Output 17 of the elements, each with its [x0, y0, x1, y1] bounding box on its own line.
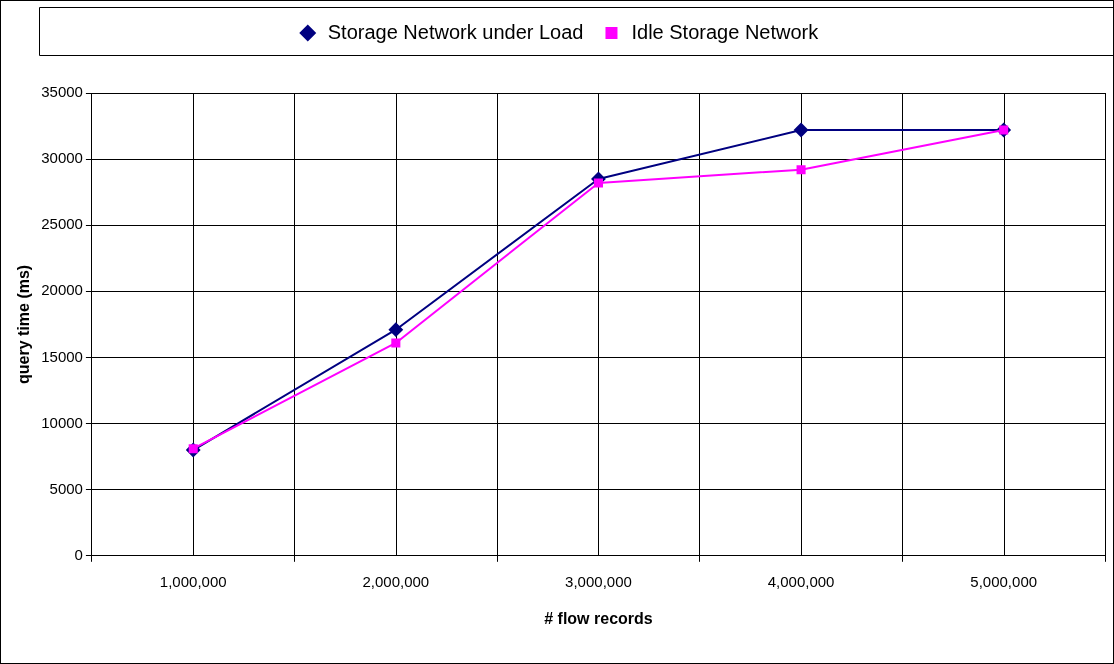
x-tick-label: 2,000,000	[362, 572, 430, 590]
y-tick-label: 35000	[41, 83, 83, 101]
y-tick-label: 30000	[41, 149, 83, 167]
x-axis-title: # flow records	[544, 609, 653, 627]
y-tick-label: 10000	[41, 413, 83, 431]
legend-label: Idle Storage Network	[631, 20, 820, 43]
y-axis-title: query time (ms)	[15, 264, 33, 384]
y-tick-label: 20000	[41, 281, 83, 299]
y-tick-label: 15000	[41, 347, 83, 365]
x-tick-label: 1,000,000	[159, 572, 227, 590]
y-tick-label: 25000	[41, 215, 83, 233]
y-tick-label: 5000	[49, 479, 83, 497]
x-tick-label: 4,000,000	[767, 572, 835, 590]
x-tick-label: 5,000,000	[970, 572, 1038, 590]
x-tick-label: 3,000,000	[565, 572, 632, 590]
y-tick-label: 0	[74, 545, 83, 563]
legend-label: Storage Network under Load	[327, 20, 584, 43]
